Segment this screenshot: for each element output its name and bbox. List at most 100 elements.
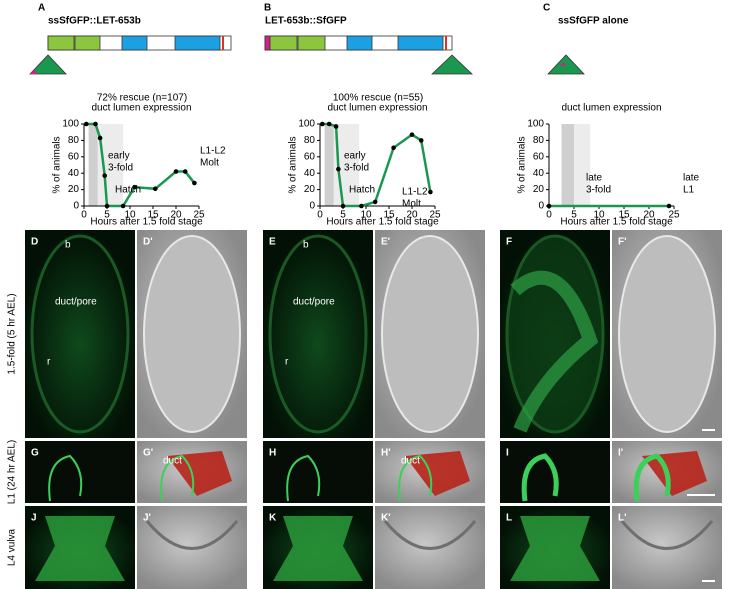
data-point — [666, 203, 672, 209]
chart-title: duct lumen expression — [561, 103, 661, 114]
chart-title: duct lumen expression — [327, 103, 427, 114]
data-point — [173, 169, 179, 174]
x-tick-label: 20 — [643, 210, 655, 221]
data-point — [333, 124, 339, 129]
annotation: Hatch — [115, 185, 141, 196]
annotation: late — [683, 173, 700, 184]
micrograph: E' — [375, 230, 485, 438]
shade-dark — [88, 124, 98, 206]
micrograph: D' — [137, 230, 247, 438]
y-axis-label: % of animals — [288, 136, 299, 193]
data-point — [102, 173, 107, 178]
x-tick-label: 20 — [170, 210, 182, 221]
image-note: duct/pore — [293, 297, 335, 308]
x-tick-label: 5 — [340, 210, 346, 221]
embryo — [618, 235, 716, 433]
annotation: early — [108, 151, 130, 162]
annotation: Molt — [200, 158, 219, 169]
shade-dark — [561, 124, 574, 206]
y-tick-label: 0 — [309, 201, 315, 212]
micrograph: F' — [612, 230, 722, 438]
data-point — [120, 203, 126, 209]
image-label: I — [506, 448, 509, 459]
embryo-glow — [510, 270, 599, 433]
duct-green — [521, 453, 559, 502]
vulva-dic — [145, 520, 239, 550]
data-point — [97, 135, 103, 141]
vulva-green — [35, 516, 125, 581]
image-label: L — [506, 513, 512, 524]
data-point — [132, 184, 137, 190]
x-tick-label: 10 — [360, 210, 372, 221]
annotation: L1-L2 — [402, 187, 428, 198]
y-tick-label: 80 — [533, 135, 545, 146]
duct-green — [48, 454, 83, 502]
y-tick-label: 100 — [62, 119, 79, 130]
annotation: L1 — [683, 185, 695, 196]
x-tick-label: 25 — [429, 210, 441, 221]
y-tick-label: 60 — [68, 151, 80, 162]
image-label: J — [31, 513, 37, 524]
construct-a — [29, 35, 232, 75]
row-label: L4 vulva — [7, 528, 18, 566]
image-note: duct — [401, 456, 420, 467]
annotation: Hatch — [349, 185, 375, 196]
x-axis-label: Hours after 1.5 fold stage — [326, 217, 439, 228]
micrograph: G — [25, 441, 135, 503]
y-axis-label: % of animals — [52, 136, 63, 193]
panel-letter: B — [264, 3, 271, 14]
embryo-glow — [30, 234, 130, 434]
y-tick-label: 60 — [533, 151, 545, 162]
y-tick-label: 20 — [304, 184, 316, 195]
image-label: J' — [143, 513, 151, 524]
vulva-dic — [383, 520, 477, 550]
rescue-text: 100% rescue (n=55) — [333, 93, 423, 104]
image-bg — [263, 230, 373, 438]
construct-name: LET-653b::SfGFP — [265, 16, 347, 27]
data-point — [320, 121, 325, 127]
construct-name: ssSfGFP alone — [558, 16, 629, 27]
x-tick-label: 15 — [147, 210, 159, 221]
row-label: L1 (24 hr AEL) — [7, 440, 18, 504]
data-point — [372, 199, 378, 205]
x-tick-label: 25 — [193, 210, 205, 221]
data-point — [340, 203, 346, 209]
construct-b — [264, 35, 474, 75]
data-point — [153, 186, 158, 192]
micrograph: F — [500, 230, 610, 438]
data-point — [546, 203, 552, 209]
image-note: r — [285, 357, 289, 368]
duct-green — [286, 454, 321, 502]
data-point — [418, 138, 424, 143]
vulva-green — [273, 516, 363, 581]
micrograph: I — [500, 441, 610, 503]
chart-title: duct lumen expression — [91, 103, 191, 114]
image-label: L' — [618, 513, 627, 524]
image-label: H — [269, 448, 276, 459]
x-tick-label: 0 — [317, 210, 323, 221]
embryo-glow — [268, 234, 368, 434]
vulva-dic — [620, 520, 714, 550]
annotation: Molt — [402, 199, 421, 210]
duct-green — [398, 454, 433, 502]
micrograph: L' — [612, 506, 722, 589]
data-point — [409, 132, 415, 137]
shade-light — [574, 124, 591, 206]
data-point — [104, 203, 110, 209]
data-point — [93, 121, 98, 127]
image-label: H' — [381, 448, 391, 459]
x-tick-label: 0 — [546, 210, 552, 221]
x-tick-label: 5 — [104, 210, 110, 221]
image-label: G' — [143, 448, 153, 459]
data-point — [182, 169, 188, 174]
data-point — [428, 189, 433, 195]
y-tick-label: 40 — [533, 168, 545, 179]
x-tick-label: 20 — [406, 210, 418, 221]
x-tick-label: 0 — [81, 210, 87, 221]
y-tick-label: 100 — [527, 119, 544, 130]
panel-letter: C — [543, 3, 550, 14]
image-label: D' — [143, 237, 153, 248]
